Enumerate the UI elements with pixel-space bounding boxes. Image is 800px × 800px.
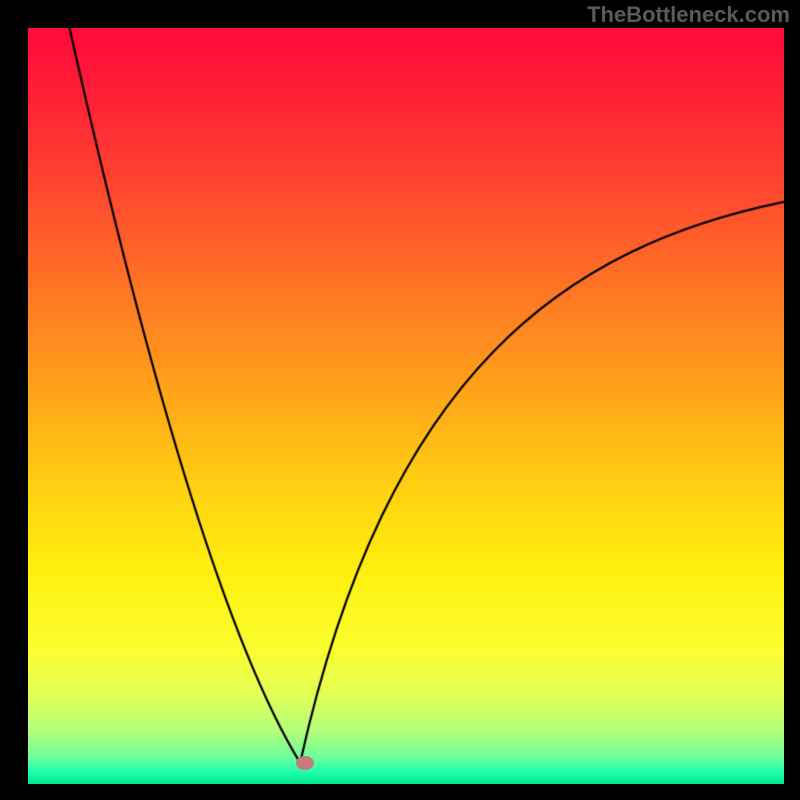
bottleneck-curve <box>28 28 784 784</box>
plot-area <box>28 28 784 784</box>
minimum-marker <box>296 756 314 770</box>
chart-frame: TheBottleneck.com <box>0 0 800 800</box>
watermark-text: TheBottleneck.com <box>587 2 790 28</box>
